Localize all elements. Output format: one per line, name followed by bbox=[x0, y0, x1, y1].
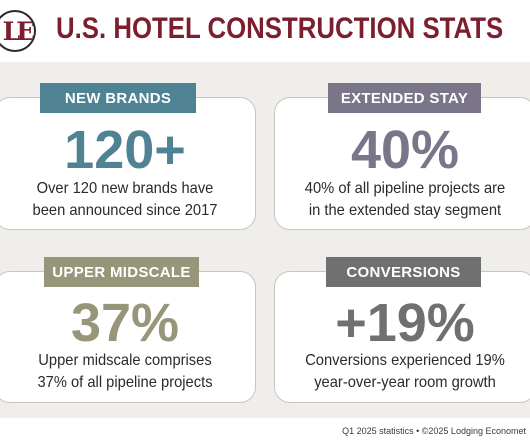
stat-desc-new-brands-line2: been announced since 2017 bbox=[32, 202, 218, 219]
header: LE U.S. HOTEL CONSTRUCTION STATS bbox=[0, 0, 530, 62]
logo: LE bbox=[0, 10, 36, 52]
badge-upper-midscale: UPPER MIDSCALE bbox=[44, 257, 199, 287]
badge-new-brands: NEW BRANDS bbox=[40, 83, 196, 113]
stat-desc-conversions-line2: year-over-year room growth bbox=[314, 374, 496, 391]
card-new-brands: 120+ Over 120 new brands have been annou… bbox=[0, 97, 256, 230]
card-upper-midscale: 37% Upper midscale comprises 37% of all … bbox=[0, 271, 256, 403]
stat-desc-conversions-line1: Conversions experienced 19% bbox=[305, 352, 505, 369]
badge-conversions: CONVERSIONS bbox=[326, 257, 481, 287]
logo-text: LE bbox=[2, 16, 34, 46]
stat-value-extended-stay: 40% bbox=[350, 120, 460, 180]
card-extended-stay: 40% 40% of all pipeline projects are in … bbox=[274, 97, 530, 230]
stat-value-new-brands: 120+ bbox=[64, 120, 186, 180]
stat-desc-upper-midscale-line2: 37% of all pipeline projects bbox=[37, 374, 213, 391]
stat-desc-upper-midscale-line1: Upper midscale comprises bbox=[38, 352, 212, 369]
card-conversions: +19% Conversions experienced 19% year-ov… bbox=[274, 271, 530, 403]
stat-value-conversions: +19% bbox=[335, 293, 475, 353]
badge-extended-stay: EXTENDED STAY bbox=[328, 83, 481, 113]
stat-desc-extended-stay-line1: 40% of all pipeline projects are bbox=[304, 180, 506, 197]
footnote: Q1 2025 statistics • ©2025 Lodging Econo… bbox=[342, 426, 526, 436]
footer: Q1 2025 statistics • ©2025 Lodging Econo… bbox=[0, 418, 530, 442]
page-title: U.S. HOTEL CONSTRUCTION STATS bbox=[56, 12, 504, 45]
stat-desc-extended-stay-line2: in the extended stay segment bbox=[308, 202, 502, 219]
stat-desc-new-brands-line1: Over 120 new brands have bbox=[36, 180, 214, 197]
stat-value-upper-midscale: 37% bbox=[70, 293, 180, 353]
